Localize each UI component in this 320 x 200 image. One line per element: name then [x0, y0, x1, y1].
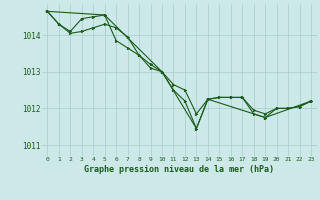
X-axis label: Graphe pression niveau de la mer (hPa): Graphe pression niveau de la mer (hPa): [84, 165, 274, 174]
